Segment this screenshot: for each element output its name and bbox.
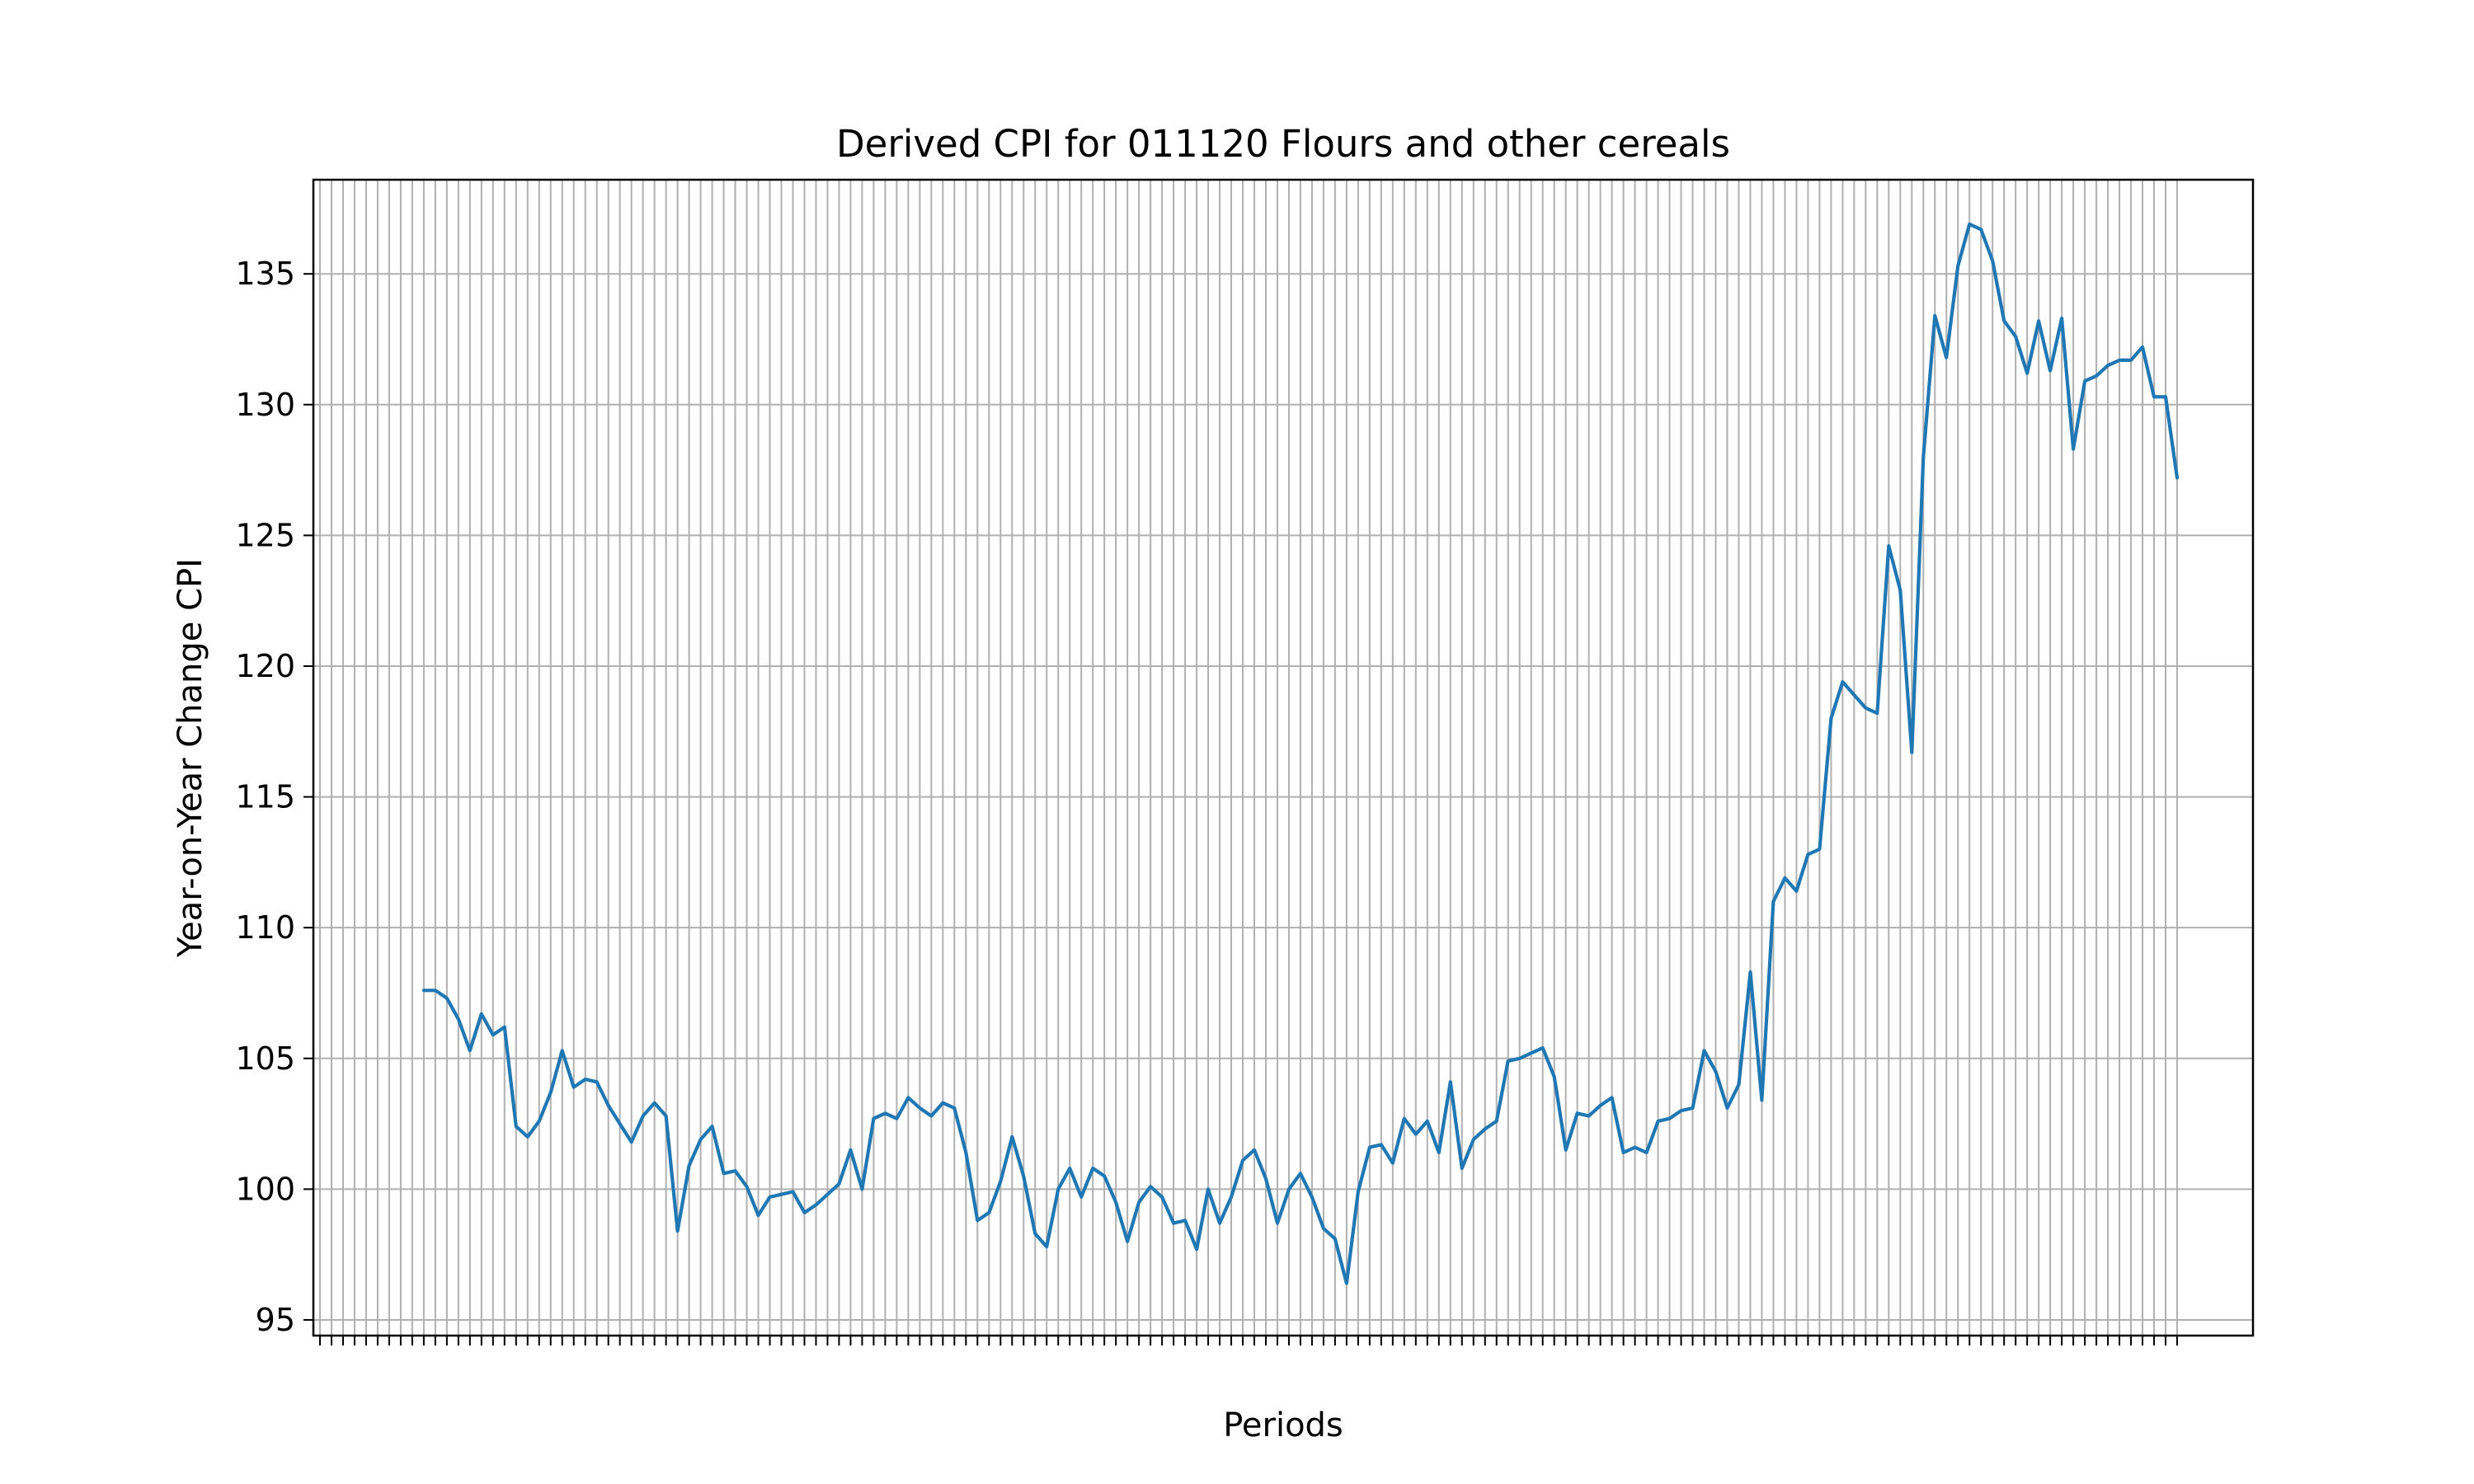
y-tick-label: 95 xyxy=(256,1302,295,1338)
y-gridlines xyxy=(313,273,2253,1321)
series-line xyxy=(421,222,2180,1285)
y-tick-label: 120 xyxy=(235,648,295,684)
x-axis-label: Periods xyxy=(1223,1407,1343,1444)
x-gridlines xyxy=(319,180,2178,1336)
y-axis-label: Year-on-Year Change CPI xyxy=(172,558,209,958)
chart-title: Derived CPI for 011120 Flours and other … xyxy=(836,122,1730,166)
y-tick-label: 105 xyxy=(235,1040,295,1077)
x-axis-ticks xyxy=(319,1336,2178,1345)
plot-frame xyxy=(312,178,2255,1337)
y-tick-label: 130 xyxy=(235,387,295,423)
y-axis-ticks: 95 100 105 110 115 120 125 130 135 xyxy=(235,256,313,1338)
y-tick-label: 125 xyxy=(235,517,295,553)
y-tick-label: 135 xyxy=(235,256,295,292)
y-tick-label: 110 xyxy=(235,909,295,946)
y-tick-label: 115 xyxy=(235,779,295,815)
y-tick-label: 100 xyxy=(235,1171,295,1207)
